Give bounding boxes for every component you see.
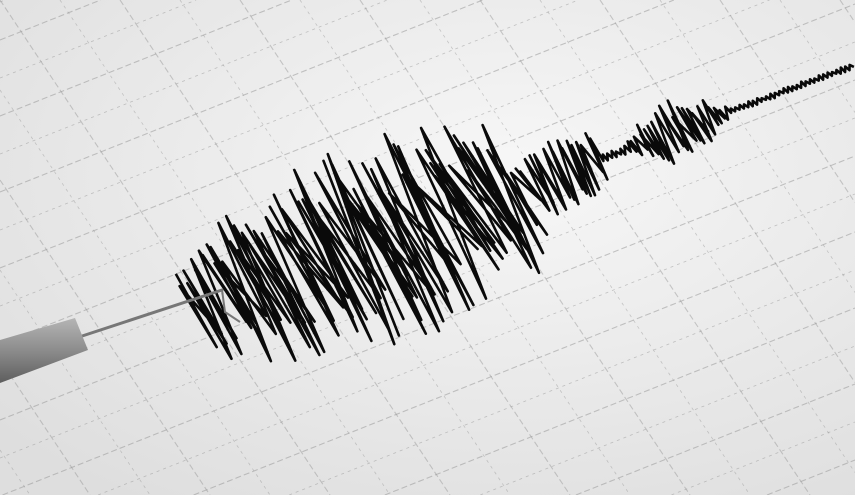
grid-line [0,0,331,495]
seismic-trace-line [174,63,855,363]
grid-line [193,231,855,495]
grid-line [719,0,855,203]
grid-line [419,0,751,495]
grid-line [779,0,855,113]
grid-line [0,179,211,495]
grid-line [0,0,197,79]
grid-line [599,0,855,383]
grid-line [179,0,511,495]
grid-line [0,449,31,495]
grid-line [384,307,855,495]
seismic-trace [174,63,855,363]
grid-line [97,193,855,495]
grid-line [480,345,855,495]
grid-line [575,383,855,495]
grid-line [0,0,675,269]
grid-line [0,0,101,41]
grid-line [0,359,91,495]
grid-line [0,0,770,307]
grid-line [299,0,631,495]
grid-line [659,0,855,293]
seismograph-needle [0,288,241,383]
grid-line [0,0,484,193]
grid-line [479,0,811,495]
grid-line [766,459,855,495]
grid-line [0,269,151,495]
grid-line [671,421,855,495]
grid-line [59,0,391,495]
grid-line [0,0,579,231]
grid-line [0,0,292,117]
grid-line [839,0,855,23]
